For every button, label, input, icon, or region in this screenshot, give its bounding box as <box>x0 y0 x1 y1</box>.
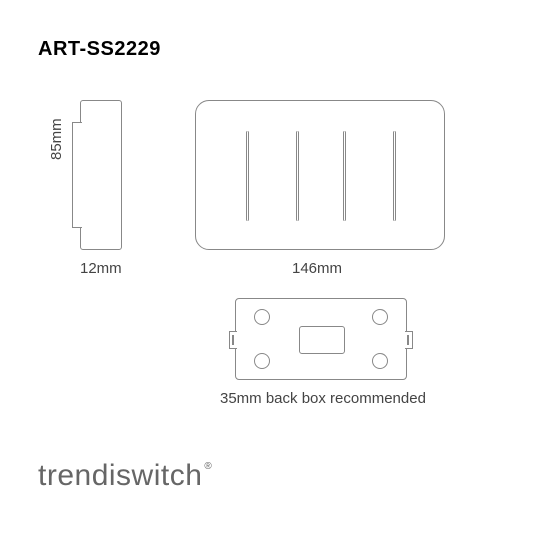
switch-slot <box>393 131 396 221</box>
brand-logo: trendiswitch® <box>38 459 210 493</box>
side-inner-recess <box>72 122 82 228</box>
height-dimension-label: 85mm <box>48 118 65 160</box>
width-dimension-label: 146mm <box>292 260 342 277</box>
lug-slot-icon <box>407 335 409 345</box>
backbox-view <box>235 298 407 380</box>
switch-slot <box>343 131 346 221</box>
screw-hole-icon <box>372 353 388 369</box>
registered-mark-icon: ® <box>204 461 212 472</box>
switch-slot <box>246 131 249 221</box>
side-outer-outline <box>80 100 122 250</box>
side-profile-view <box>80 100 122 250</box>
backbox-recommendation-note: 35mm back box recommended <box>220 390 426 407</box>
screw-hole-icon <box>254 353 270 369</box>
product-code: ART-SS2229 <box>38 38 161 61</box>
screw-hole-icon <box>372 309 388 325</box>
switch-slot <box>296 131 299 221</box>
mounting-lug <box>405 331 413 349</box>
depth-dimension-label: 12mm <box>80 260 122 277</box>
screw-hole-icon <box>254 309 270 325</box>
front-faceplate-view <box>195 100 445 250</box>
technical-drawing: ART-SS2229 85mm 12mm 146mm 35mm back box… <box>0 0 535 535</box>
lug-slot-icon <box>232 335 234 345</box>
mounting-lug <box>229 331 237 349</box>
brand-text: trendiswitch <box>38 459 202 492</box>
backbox-center-cutout <box>299 326 345 354</box>
